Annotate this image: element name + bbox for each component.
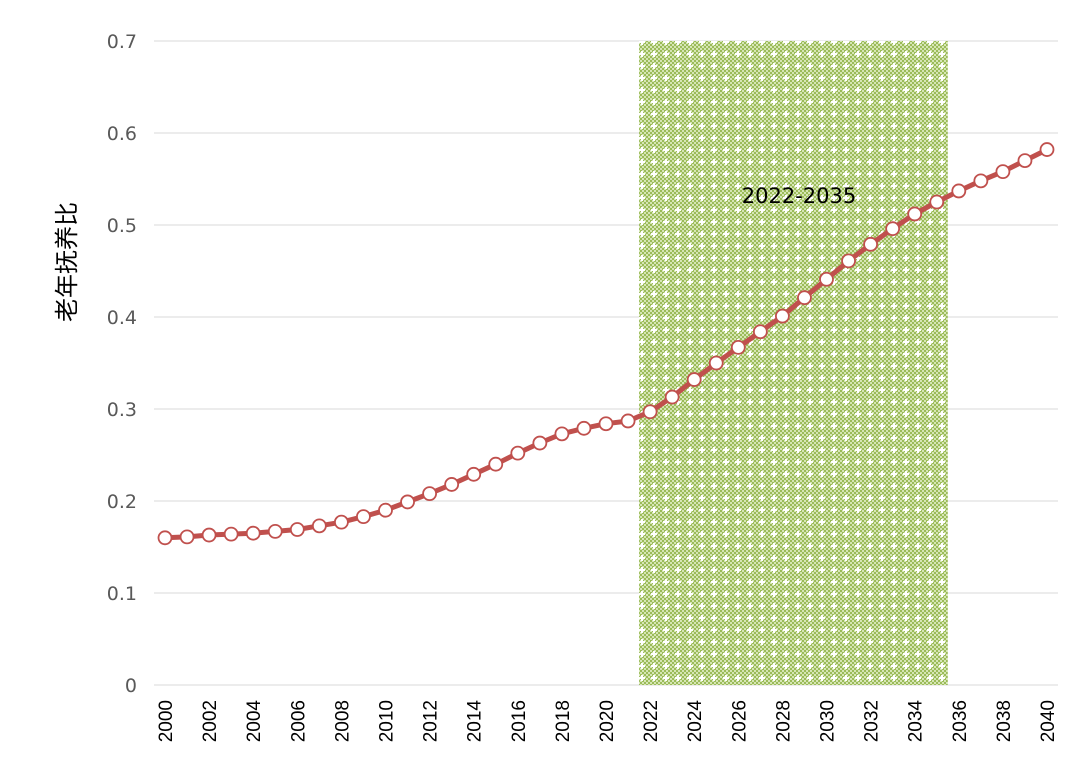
- data-point-2033: [885, 221, 901, 237]
- y-tick-label: 0.2: [107, 491, 137, 513]
- data-point-2013: [444, 477, 460, 492]
- y-axis-label: 老年抚养比: [53, 202, 81, 322]
- x-tick-label: 2008: [332, 700, 353, 742]
- data-point-2004: [245, 525, 261, 541]
- data-point-2021: [620, 413, 636, 429]
- x-tick-label: 2010: [377, 700, 398, 742]
- y-tick-label: 0.5: [107, 215, 137, 237]
- data-point-2025: [708, 355, 724, 371]
- data-point-2036: [951, 183, 967, 199]
- x-tick-label: 2034: [906, 700, 927, 743]
- gridlines: [154, 40, 1058, 686]
- x-tick-label: 2004: [244, 700, 265, 743]
- data-point-2037: [973, 173, 989, 189]
- data-point-2000: [157, 530, 173, 546]
- data-point-2011: [400, 494, 415, 510]
- x-tick-label: 2032: [862, 700, 883, 742]
- data-point-2005: [267, 523, 283, 539]
- data-point-2030: [819, 271, 834, 287]
- y-tick-label: 0.1: [107, 583, 137, 605]
- data-point-2014: [466, 466, 482, 482]
- series-markers: [157, 142, 1055, 546]
- x-tick-label: 2016: [509, 700, 530, 742]
- data-point-2035: [929, 194, 945, 210]
- x-tick-label: 2036: [950, 700, 971, 742]
- data-point-2018: [554, 426, 570, 442]
- data-point-2019: [576, 420, 592, 436]
- data-point-2006: [289, 522, 305, 537]
- x-tick-label: 2038: [994, 700, 1015, 742]
- x-tick-label: 2002: [200, 700, 221, 742]
- x-tick-label: 2018: [553, 700, 574, 742]
- data-point-2031: [841, 253, 856, 269]
- data-point-2028: [775, 308, 790, 324]
- x-tick-label: 2014: [465, 700, 486, 743]
- x-tick-label: 2024: [685, 700, 706, 743]
- data-point-2027: [752, 324, 768, 340]
- data-point-2020: [598, 416, 614, 432]
- data-point-2008: [333, 514, 349, 530]
- y-axis-ticks: 0 0.1 0.2 0.3 0.4 0.5 0.6 0.7: [107, 31, 137, 697]
- data-point-2023: [664, 389, 680, 405]
- data-point-2032: [863, 236, 878, 252]
- x-tick-label: 2028: [773, 700, 794, 742]
- data-point-2012: [422, 486, 438, 502]
- data-point-2039: [1017, 153, 1033, 169]
- y-tick-label: 0.7: [107, 31, 137, 53]
- data-point-2022: [642, 404, 658, 420]
- data-point-2016: [510, 445, 526, 461]
- x-axis-ticks: 2000 2002 2004 2006 2008 2010 2012 2014 2016 2018…: [156, 700, 1059, 743]
- data-point-2007: [311, 518, 327, 534]
- data-point-2038: [995, 164, 1011, 180]
- x-tick-label: 2040: [1038, 700, 1059, 742]
- x-tick-label: 2022: [641, 700, 662, 742]
- data-point-2017: [532, 435, 548, 451]
- data-point-2003: [223, 526, 239, 542]
- x-tick-label: 2000: [156, 700, 177, 742]
- x-tick-label: 2030: [818, 700, 839, 742]
- data-point-2024: [686, 372, 702, 387]
- data-point-2040: [1039, 142, 1055, 157]
- data-point-2001: [179, 529, 195, 545]
- y-tick-label: 0.4: [107, 307, 137, 329]
- data-point-2029: [797, 290, 812, 306]
- x-tick-label: 2006: [288, 700, 309, 742]
- data-point-2034: [907, 206, 923, 222]
- y-tick-label: 0.6: [107, 123, 137, 145]
- x-tick-label: 2026: [729, 700, 750, 742]
- x-tick-label: 2012: [421, 700, 442, 742]
- shaded-region-label: 2022-2035: [742, 184, 856, 208]
- y-tick-label: 0: [125, 675, 137, 697]
- data-point-2009: [356, 509, 371, 525]
- data-point-2002: [201, 527, 217, 543]
- y-tick-label: 0.3: [107, 399, 137, 421]
- data-point-2015: [488, 456, 504, 472]
- x-tick-label: 2020: [597, 700, 618, 742]
- data-point-2010: [378, 502, 393, 518]
- shaded-region-2022-2035: [639, 41, 948, 685]
- data-point-2026: [730, 339, 746, 355]
